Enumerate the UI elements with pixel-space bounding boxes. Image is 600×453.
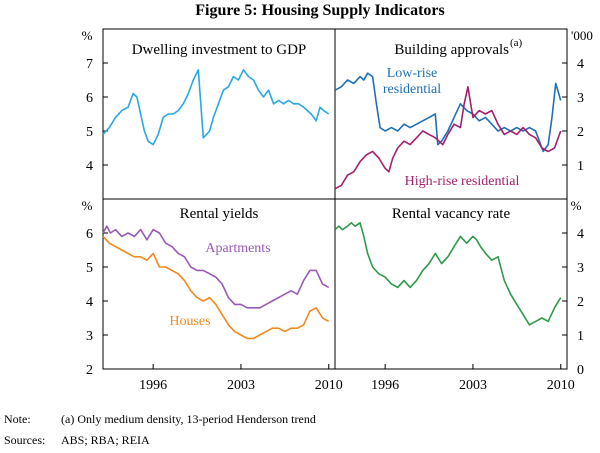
figure-title: Figure 5: Housing Supply Indicators xyxy=(195,2,445,19)
y-tick-label-vacancy-2: 2 xyxy=(577,295,584,310)
y-tick-label-rental-yields-1: 3 xyxy=(86,329,93,344)
annotation-high-rise: High-rise residential xyxy=(405,174,520,189)
annotation-low-rise-line2: residential xyxy=(383,82,441,97)
y-tick-label-dwelling-0: 4 xyxy=(86,159,93,174)
note-row: Note: (a) Only medium density, 13-period … xyxy=(4,412,316,427)
series-line-dwelling-0 xyxy=(102,69,330,146)
unit-label-top-right: '000 xyxy=(571,28,593,43)
x-tick-label-vacancy-0: 1996 xyxy=(371,378,399,393)
y-tick-label-rental-yields-2: 4 xyxy=(86,295,93,310)
annotation-apartments: Apartments xyxy=(205,241,270,256)
series-line-rental-yields-0 xyxy=(102,225,330,309)
y-tick-label-vacancy-0: 0 xyxy=(577,363,584,378)
panel-title-approvals-note: (a) xyxy=(510,37,523,49)
x-tick-label-vacancy-1: 2003 xyxy=(459,378,487,393)
figure-canvas: Figure 5: Housing Supply Indicators Dwel… xyxy=(82,2,593,393)
sources-text: ABS; RBA; REIA xyxy=(61,433,150,447)
panel-title-rental-yields: Rental yields xyxy=(180,206,259,222)
unit-label-bottom-right: % xyxy=(571,198,582,213)
series-line-approvals-0 xyxy=(334,72,562,153)
y-tick-label-approvals-2: 3 xyxy=(577,91,584,106)
y-tick-label-vacancy-3: 3 xyxy=(577,261,584,276)
y-tick-label-rental-yields-4: 6 xyxy=(86,227,93,242)
panel-title-dwelling: Dwelling investment to GDP xyxy=(132,42,307,58)
y-tick-label-dwelling-1: 5 xyxy=(86,125,93,140)
y-tick-label-approvals-3: 4 xyxy=(577,57,584,72)
series-line-vacancy-0 xyxy=(334,222,562,326)
y-tick-label-rental-yields-0: 2 xyxy=(86,363,93,378)
note-label: Note: xyxy=(4,412,31,426)
annotation-houses: Houses xyxy=(169,314,210,329)
y-tick-label-approvals-1: 2 xyxy=(577,125,584,140)
panel-title-approvals: Building approvals xyxy=(394,42,509,58)
y-tick-label-vacancy-1: 1 xyxy=(577,329,584,344)
y-tick-label-dwelling-2: 6 xyxy=(86,91,93,106)
series-line-approvals-1 xyxy=(334,86,562,190)
series-line-rental-yields-1 xyxy=(102,235,330,340)
annotation-low-rise-line1: Low-rise xyxy=(387,66,438,81)
unit-label-bottom-left: % xyxy=(82,198,93,213)
x-tick-label-rental-yields-1: 2003 xyxy=(227,378,255,393)
y-tick-label-vacancy-4: 4 xyxy=(577,227,584,242)
y-tick-label-rental-yields-3: 5 xyxy=(86,261,93,276)
x-tick-label-rental-yields-2: 2010 xyxy=(315,378,343,393)
x-tick-label-vacancy-2: 2010 xyxy=(547,378,575,393)
sources-row: Sources: ABS; RBA; REIA xyxy=(4,433,150,448)
y-tick-label-dwelling-3: 7 xyxy=(86,57,93,72)
y-tick-label-approvals-0: 1 xyxy=(577,159,584,174)
x-tick-label-rental-yields-0: 1996 xyxy=(139,378,167,393)
note-text: (a) Only medium density, 13-period Hende… xyxy=(61,412,316,426)
panel-title-vacancy: Rental vacancy rate xyxy=(392,206,511,222)
unit-label-top-left: % xyxy=(82,28,93,43)
sources-label: Sources: xyxy=(4,433,46,447)
